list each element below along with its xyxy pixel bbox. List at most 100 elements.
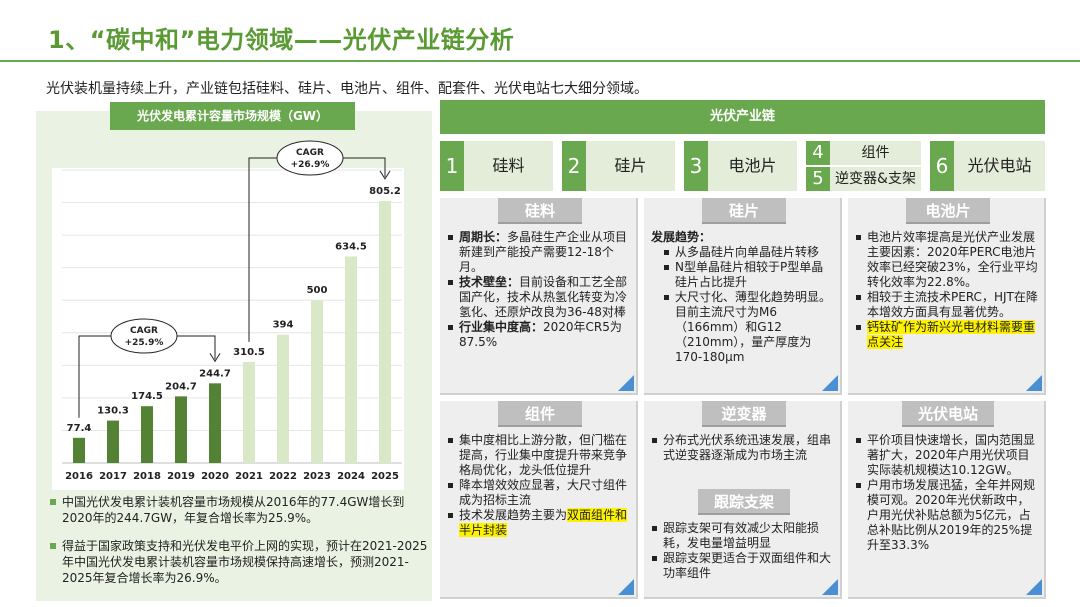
card-bullet: 跟踪支架可有效减少太阳能损耗，发电量增益明显 <box>651 521 835 551</box>
bar-2019 <box>175 396 187 463</box>
card-tab: 电池片 <box>906 198 990 224</box>
tick-label-2020: 2020 <box>201 471 229 482</box>
chain-step-silicon: 1 硅料 <box>440 141 553 191</box>
card-bullet: 平价项目快速增长，国内范围显著扩大，2020年户用光伏项目实际装机规模达10.1… <box>855 433 1041 478</box>
tick-label-2023: 2023 <box>303 471 331 482</box>
data-label-2022: 394 <box>273 320 294 331</box>
card-bullet: 相较于主流技术PERC，HJT在降本增效方面具有显著优势。 <box>855 290 1041 320</box>
title-divider <box>0 60 1080 62</box>
data-label-2021: 310.5 <box>233 347 265 358</box>
cagr-bubble-1 <box>110 318 178 354</box>
tick-label-2019: 2019 <box>167 471 195 482</box>
step-label: 逆变器&支架 <box>835 171 916 187</box>
cagr-value-1: +25.9% <box>125 338 164 348</box>
tick-label-2022: 2022 <box>269 471 297 482</box>
bar-2017 <box>107 420 119 463</box>
page-subtitle: 光伏装机量持续上升，产业链包括硅料、硅片、电池片、组件、配套件、光伏电站七大细分… <box>46 81 648 97</box>
bar-2025 <box>379 200 391 463</box>
step-number: 5 <box>806 167 830 191</box>
step-label: 硅片 <box>614 156 647 175</box>
card-silicon: 硅料 周期长：多晶硅生产企业从项目新建到产能投产需要12-18个月。 技术壁垒：… <box>440 198 638 395</box>
tick-label-2024: 2024 <box>337 471 365 482</box>
card-module: 组件 集中度相比上游分散，但门槛在提高，行业集中度提升带来竞争格局优化，龙头低位… <box>440 401 638 599</box>
corner-triangle-icon <box>822 375 838 391</box>
data-label-2019: 204.7 <box>165 381 197 392</box>
data-label-2018: 174.5 <box>131 391 163 402</box>
card-station: 光伏电站 平价项目快速增长，国内范围显著扩大，2020年户用光伏项目实际装机规模… <box>848 401 1046 599</box>
data-label-2025: 805.2 <box>369 186 401 197</box>
bar-2021 <box>243 361 255 463</box>
cagr-label-2: CAGR <box>296 148 324 158</box>
card-tab: 光伏电站 <box>902 401 994 427</box>
corner-triangle-icon <box>1026 375 1042 391</box>
bar-2016 <box>73 437 85 463</box>
bar-2022 <box>277 334 289 463</box>
step-label: 光伏电站 <box>967 156 1032 175</box>
card-bullet: 从多晶硅片向单晶硅片转移 <box>663 245 835 260</box>
chain-step-cell: 3 电池片 <box>684 141 797 191</box>
card-bullet: 降本增效效应显著，大尺寸组件成为招标主流 <box>447 478 631 508</box>
step-number: 3 <box>684 141 708 191</box>
card-inverter: 逆变器 分布式光伏系统迅速发展，组串式逆变器逐渐成为市场主流 跟踪支架 跟踪支架… <box>644 401 842 599</box>
card-tab: 组件 <box>498 401 582 427</box>
chart-note-2: 得益于国家政策支持和光伏发电平价上网的实现，预计在2021-2025年中国光伏发… <box>48 538 428 586</box>
step-label: 组件 <box>861 145 890 161</box>
step-label: 硅料 <box>492 156 525 175</box>
page-title: 1、“碳中和”电力领域——光伏产业链分析 <box>48 26 515 54</box>
bar-2020 <box>209 383 221 463</box>
chain-step-station: 6 光伏电站 <box>930 141 1045 191</box>
tick-label-2018: 2018 <box>133 471 161 482</box>
cagr-value-2: +26.9% <box>291 160 330 170</box>
step-number: 1 <box>440 141 464 191</box>
chain-step-inverter: 5 逆变器&支架 <box>806 167 921 191</box>
data-label-2016: 77.4 <box>67 423 92 434</box>
bar-2018 <box>141 406 153 463</box>
card-heading: 发展趋势： <box>651 230 712 244</box>
card-bullet: N型单晶硅片相较于P型单晶硅片占比提升 <box>663 260 835 290</box>
cagr-bracket-right-2 <box>342 157 386 177</box>
data-label-2024: 634.5 <box>335 241 367 252</box>
card-bullet: 技术发展趋势主要为双面组件和半片封装 <box>447 508 631 538</box>
step-number: 6 <box>930 141 954 191</box>
card-tab: 逆变器 <box>702 401 786 427</box>
chain-step-wafer: 2 硅片 <box>562 141 675 191</box>
chart-notes: 中国光伏发电累计装机容量市场规模从2016年的77.4GW增长到2020年的24… <box>48 494 428 598</box>
cagr-arrow-icon-2 <box>379 170 391 180</box>
chart-note-1: 中国光伏发电累计装机容量市场规模从2016年的77.4GW增长到2020年的24… <box>48 494 428 526</box>
data-label-2023: 500 <box>307 285 328 296</box>
corner-triangle-icon <box>1026 579 1042 595</box>
cagr-arrow-icon-1 <box>209 353 221 363</box>
bar-2024 <box>345 256 357 463</box>
card-bullet: 集中度相比上游分散，但门槛在提高，行业集中度提升带来竞争格局优化，龙头低位提升 <box>447 433 631 478</box>
cagr-bracket-left-2 <box>248 157 278 342</box>
cagr-bubble-2 <box>276 140 344 176</box>
step-number: 4 <box>806 141 830 165</box>
corner-triangle-icon <box>618 375 634 391</box>
card-subtab: 跟踪支架 <box>698 489 790 515</box>
card-bullet: 行业集中度高：2020年CR5为87.5% <box>447 320 631 350</box>
data-label-2020: 244.7 <box>199 368 231 379</box>
bar-2023 <box>311 300 323 463</box>
tick-label-2017: 2017 <box>99 471 127 482</box>
chain-step-module-inverter: 4 组件 5 逆变器&支架 <box>806 141 921 191</box>
card-bullet: 技术壁垒：目前设备和工艺全部国产化，技术从热氢化转变为冷氢化、还原炉改良为36-… <box>447 275 631 320</box>
market-size-bar-chart: 77.4 2016 130.3 2017 174.5 2018 204.7 2019 244.7… <box>62 140 402 482</box>
card-bullet: 跟踪支架更适合于双面组件和大功率组件 <box>651 551 835 581</box>
data-label-2017: 130.3 <box>97 406 129 417</box>
chain-header: 光伏产业链 <box>440 100 1045 134</box>
card-tab: 硅料 <box>498 198 582 224</box>
card-bullet: 户用市场发展迅猛，全年并网规模可观。2020年光伏新政中，户用光伏补贴总额为5亿… <box>855 478 1041 553</box>
card-cell: 电池片 电池片效率提高是光伏产业发展主要因素：2020年PERC电池片效率已经突… <box>848 198 1046 395</box>
card-tab: 硅片 <box>702 198 786 224</box>
step-number: 2 <box>562 141 586 191</box>
card-bullet: 周期长：多晶硅生产企业从项目新建到产能投产需要12-18个月。 <box>447 230 631 275</box>
step-label: 电池片 <box>728 156 777 175</box>
card-wafer: 硅片 发展趋势： 从多晶硅片向单晶硅片转移 N型单晶硅片相较于P型单晶硅片占比提… <box>644 198 842 395</box>
cagr-label-1: CAGR <box>130 326 158 336</box>
chart-title: 光伏发电累计容量市场规模（GW） <box>110 102 355 130</box>
card-bullet: 分布式光伏系统迅速发展，组串式逆变器逐渐成为市场主流 <box>651 433 835 463</box>
cagr-bracket-left-1 <box>78 335 112 418</box>
tick-label-2025: 2025 <box>371 471 399 482</box>
card-bullet: 大尺寸化、薄型化趋势明显。目前主流尺寸为M6（166mm）和G12（210mm）… <box>663 290 835 365</box>
card-bullet: 电池片效率提高是光伏产业发展主要因素：2020年PERC电池片效率已经突破23%… <box>855 230 1041 290</box>
